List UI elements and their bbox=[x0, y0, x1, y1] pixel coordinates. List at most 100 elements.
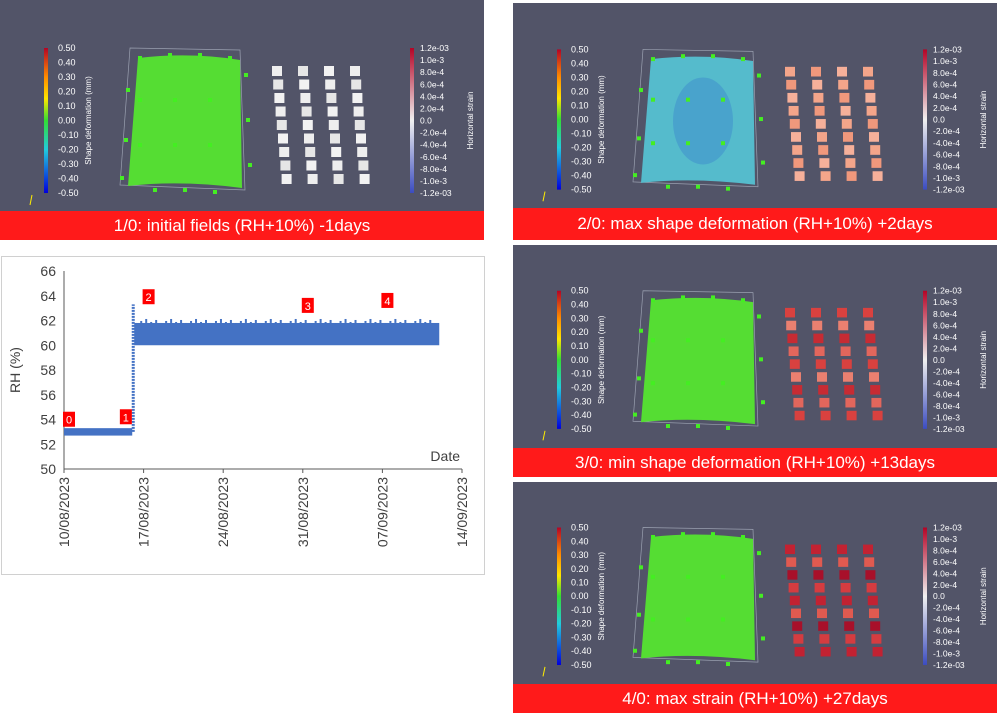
strain-square bbox=[866, 346, 877, 357]
marker-point bbox=[721, 97, 725, 102]
strain-square bbox=[325, 79, 336, 90]
strain-square bbox=[789, 595, 800, 606]
strain-square bbox=[865, 333, 876, 344]
marker-point bbox=[651, 97, 655, 102]
strain-square bbox=[354, 120, 365, 130]
colorbar-tick-label: 0.30 bbox=[571, 550, 589, 560]
strain-square bbox=[864, 79, 875, 90]
colorbar-tick-label: 0.20 bbox=[58, 87, 76, 97]
strain-square bbox=[867, 359, 878, 369]
colorbar-tick-label: 2.0e-4 bbox=[933, 103, 957, 113]
colorbar-tick-label: -0.10 bbox=[571, 369, 592, 379]
colorbar-tick-label: -0.40 bbox=[571, 410, 592, 420]
marker-point bbox=[173, 143, 177, 147]
strain-square bbox=[865, 92, 876, 103]
marker-point bbox=[721, 381, 725, 386]
colorbar-label: Horizontal strain bbox=[466, 92, 475, 150]
marker-point bbox=[759, 117, 763, 122]
event-marker-label: 3 bbox=[305, 301, 311, 313]
colorbar-tick-label: 0.00 bbox=[58, 116, 76, 126]
x-tick-label: 24/08/2023 bbox=[215, 477, 231, 547]
strain-square bbox=[838, 79, 849, 90]
strain-square bbox=[841, 119, 852, 129]
colorbar-tick-label: -6.0e-4 bbox=[933, 626, 960, 636]
strain-square bbox=[785, 544, 795, 555]
colorbar-tick-label: -0.40 bbox=[571, 646, 592, 656]
marker-point bbox=[686, 141, 690, 146]
strain-square bbox=[871, 158, 882, 168]
strain-square bbox=[846, 646, 857, 657]
colorbar-label: Horizontal strain bbox=[979, 567, 988, 625]
marker-point bbox=[639, 88, 643, 93]
strain-square bbox=[869, 132, 879, 142]
strain-square bbox=[788, 346, 799, 357]
strain-square bbox=[791, 132, 801, 142]
marker-point bbox=[681, 295, 685, 300]
strain-square bbox=[300, 93, 311, 103]
x-tick-label: 31/08/2023 bbox=[295, 477, 311, 547]
strain-square bbox=[794, 646, 805, 657]
colorbar-tick-label: 2.0e-4 bbox=[933, 580, 957, 590]
strain-square bbox=[840, 346, 851, 357]
strain-square bbox=[306, 160, 317, 171]
marker-point bbox=[666, 184, 670, 189]
strain-square bbox=[299, 79, 310, 90]
strain-square bbox=[331, 147, 342, 157]
marker-point bbox=[721, 617, 725, 622]
strain-square bbox=[841, 359, 852, 369]
marker-point bbox=[686, 97, 690, 102]
rh-chart: 50 52 54 56 58 60 62 64 66 10/08/2023 17/08/2023 24… bbox=[1, 256, 485, 575]
colorbar-tick-label: -1.2e-03 bbox=[933, 660, 965, 670]
marker-point bbox=[639, 328, 643, 333]
colorbar-gradient bbox=[44, 48, 48, 193]
strain-square bbox=[273, 79, 284, 90]
colorbar-tick-label: -0.30 bbox=[58, 159, 79, 169]
horizontal-strain-colorbar: 1.2e-03 1.0e-3 8.0e-4 6.0e-4 4.0e-4 2.0e-4 0.0… bbox=[410, 43, 475, 198]
colorbar-tick-label: -0.50 bbox=[571, 424, 592, 434]
y-tick-label: 66 bbox=[40, 263, 56, 279]
colorbar-tick-label: 0.10 bbox=[571, 578, 589, 588]
marker-point bbox=[711, 295, 715, 300]
colorbar-tick-label: -0.10 bbox=[58, 130, 79, 140]
strain-square bbox=[817, 608, 827, 619]
strain-square bbox=[819, 397, 830, 408]
strain-square bbox=[817, 372, 827, 382]
strain-square bbox=[839, 92, 850, 103]
strain-square bbox=[840, 105, 851, 116]
strain-square bbox=[838, 557, 849, 567]
colorbar-gradient bbox=[557, 527, 561, 665]
strain-square bbox=[324, 66, 334, 76]
shape-deformation-colorbar: 0.50 0.40 0.30 0.20 0.10 0.00 -0.10 -0.20 -0.30 -… bbox=[557, 286, 606, 434]
colorbar-gradient bbox=[557, 49, 561, 190]
colorbar-tick-label: -8.0e-4 bbox=[420, 164, 447, 174]
strain-square bbox=[872, 410, 883, 421]
colorbar-tick-label: 0.0 bbox=[420, 116, 432, 126]
colorbar-tick-label: 0.30 bbox=[571, 72, 589, 82]
event-marker-box bbox=[142, 289, 155, 305]
rh-data-band bbox=[134, 322, 440, 346]
colorbar-tick-label: 0.10 bbox=[58, 101, 76, 111]
colorbar-tick-label: 4.0e-4 bbox=[933, 332, 957, 342]
colorbar-tick-label: 0.00 bbox=[571, 591, 589, 601]
colorbar-tick-label: -0.20 bbox=[571, 382, 592, 392]
strain-square bbox=[793, 397, 804, 408]
colorbar-tick-label: 0.40 bbox=[571, 536, 589, 546]
deformation-hotspot bbox=[673, 77, 733, 165]
strain-square bbox=[305, 147, 316, 157]
strain-square bbox=[818, 621, 829, 631]
marker-point bbox=[726, 425, 730, 430]
colorbar-tick-label: -2.0e-4 bbox=[933, 366, 960, 376]
x-axis-label: Date bbox=[430, 448, 460, 464]
colorbar-tick-label: -1.2e-03 bbox=[933, 185, 965, 195]
strain-square bbox=[844, 621, 855, 631]
axis-triad bbox=[542, 191, 546, 202]
rh-data-band bbox=[64, 428, 133, 436]
panel-caption: 1/0: initial fields (RH+10%) -1days bbox=[0, 211, 484, 240]
colorbar-tick-label: 1.0e-3 bbox=[933, 534, 957, 544]
strain-square bbox=[841, 595, 852, 606]
marker-point bbox=[183, 188, 187, 192]
strain-square bbox=[811, 66, 821, 77]
colorbar-tick-label: 0.20 bbox=[571, 86, 589, 96]
strain-square bbox=[870, 621, 881, 631]
strain-square bbox=[864, 557, 875, 567]
